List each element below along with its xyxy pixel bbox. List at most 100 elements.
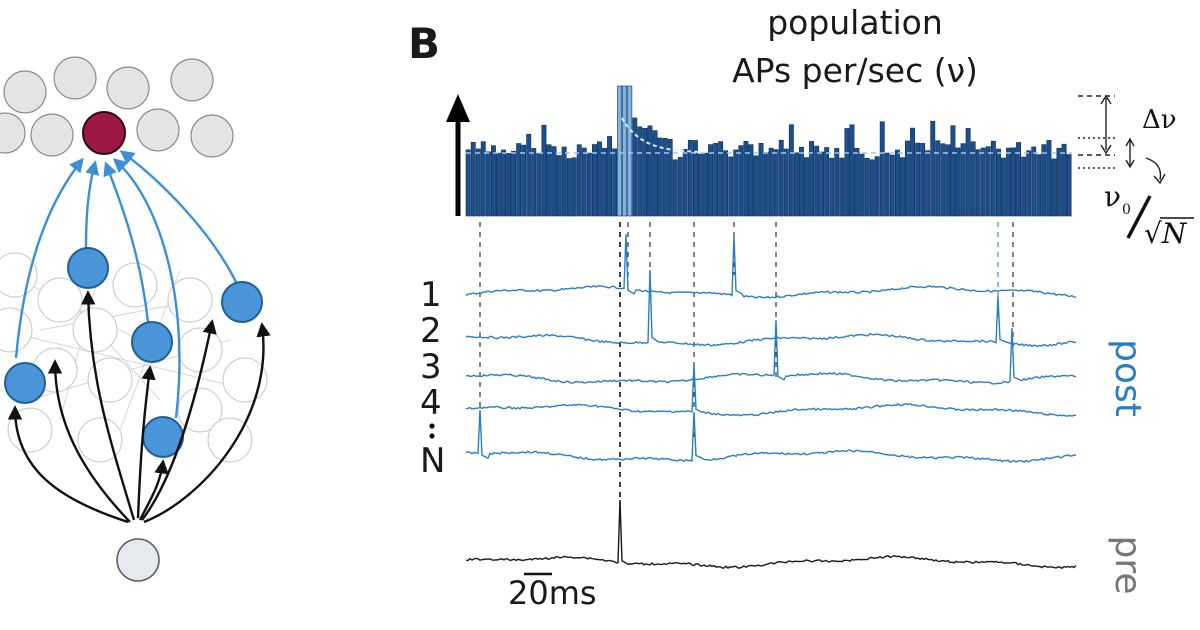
spike-markers xyxy=(479,222,1014,505)
ellipsis-dot xyxy=(429,423,435,429)
histogram-bar xyxy=(980,147,986,217)
input-arrow xyxy=(138,459,169,521)
histogram-bar xyxy=(874,156,880,217)
histogram-bar xyxy=(1041,144,1047,217)
trace-post-1 xyxy=(465,233,1076,299)
histogram-bar xyxy=(677,157,683,217)
histogram-bar xyxy=(945,144,951,217)
output-neuron xyxy=(190,114,234,158)
histogram-bar xyxy=(809,141,815,217)
histogram-bar xyxy=(682,149,688,217)
histogram-bar xyxy=(834,148,840,217)
input-arrow xyxy=(141,319,217,521)
trace-label-n: N xyxy=(420,441,445,481)
histogram-bar xyxy=(733,149,739,217)
histogram-bar xyxy=(470,142,476,217)
histogram-bar xyxy=(894,149,900,217)
histogram-bar xyxy=(571,157,577,217)
histogram-bar xyxy=(1036,154,1042,217)
histogram-bar xyxy=(718,141,724,217)
histogram-bar xyxy=(591,144,597,217)
histogram-bar xyxy=(713,143,719,217)
histogram-bar xyxy=(485,151,491,217)
histogram-bar xyxy=(824,147,830,217)
ellipsis-dot xyxy=(429,433,435,439)
presynaptic-neuron xyxy=(116,538,160,582)
histogram-bar xyxy=(814,145,820,217)
histogram-bar xyxy=(778,139,784,217)
input-arrow xyxy=(136,365,156,519)
trace-label-1: 1 xyxy=(420,275,442,315)
output-neuron xyxy=(106,66,150,110)
histogram-bar xyxy=(627,85,633,217)
histogram-bar xyxy=(622,85,628,217)
histogram-bar xyxy=(1066,154,1072,217)
histogram-bar xyxy=(854,148,860,217)
post-label: post xyxy=(1107,339,1148,417)
histogram-bar xyxy=(506,153,511,217)
histogram-bar xyxy=(541,124,547,217)
histogram-bar xyxy=(803,157,809,217)
histogram-bar xyxy=(546,144,552,217)
trace-post-3 xyxy=(465,319,1077,385)
fraction-slash xyxy=(1126,195,1152,239)
nu0-label: ν xyxy=(1104,180,1121,213)
histogram-bar xyxy=(521,144,527,217)
histogram-bar xyxy=(748,144,754,217)
histogram-bar xyxy=(844,128,850,217)
input-arrow xyxy=(81,290,136,521)
output-neuron xyxy=(136,108,180,152)
histogram-bar xyxy=(586,152,592,217)
histogram-bar xyxy=(612,148,618,217)
histogram-bar xyxy=(1051,158,1057,217)
histogram-bar xyxy=(965,128,971,217)
title-line-1: population xyxy=(767,3,943,42)
histogram-bar xyxy=(602,147,608,217)
histogram-bar xyxy=(526,133,532,217)
trace-label-2: 2 xyxy=(420,311,442,351)
histogram-bar xyxy=(642,128,648,217)
histogram-bar xyxy=(763,152,769,217)
histogram-bar xyxy=(839,157,845,217)
histogram-bar xyxy=(970,141,976,217)
histogram-bar xyxy=(829,157,835,217)
input-arrow xyxy=(7,405,129,524)
histogram-bar xyxy=(793,152,799,217)
projection-arrow xyxy=(119,150,238,283)
histogram-bar xyxy=(955,147,961,217)
histogram-bar xyxy=(869,159,875,217)
histogram-bar xyxy=(687,139,693,217)
histogram-bar xyxy=(1000,157,1006,217)
histogram-bar xyxy=(662,138,668,217)
histogram-bar xyxy=(536,153,542,217)
histogram-bar xyxy=(1046,140,1052,217)
recorded-neuron xyxy=(131,321,173,363)
histogram-bar xyxy=(551,146,557,217)
histogram-bar xyxy=(783,148,789,217)
histogram-bar xyxy=(864,158,870,217)
histogram-bar xyxy=(703,152,709,217)
histogram-bar xyxy=(576,144,582,217)
histogram-bar xyxy=(1061,143,1067,217)
histogram-bar xyxy=(697,153,703,217)
projection-arrow xyxy=(84,160,100,249)
histogram-bar xyxy=(632,117,638,217)
histogram-bar xyxy=(879,121,885,217)
histogram-bar xyxy=(819,151,825,217)
histogram-bar xyxy=(490,145,496,217)
histogram-bar xyxy=(531,148,537,217)
histogram-bar xyxy=(798,146,804,217)
histogram-bar xyxy=(788,124,794,217)
trace-label-4: 4 xyxy=(420,383,442,423)
histogram-bar xyxy=(990,140,996,217)
nu0-subscript: 0 xyxy=(1122,202,1131,218)
delta-nu-label: Δν xyxy=(1142,105,1177,135)
rate-axis-arrowhead xyxy=(446,94,470,122)
title-line-2: APs per/sec (ν) xyxy=(732,51,978,90)
histogram-bar xyxy=(910,127,916,217)
recurrent-pool xyxy=(0,252,268,463)
recorded-neuron xyxy=(221,281,263,323)
histogram-bar xyxy=(692,140,698,217)
histogram-bar xyxy=(607,136,613,217)
